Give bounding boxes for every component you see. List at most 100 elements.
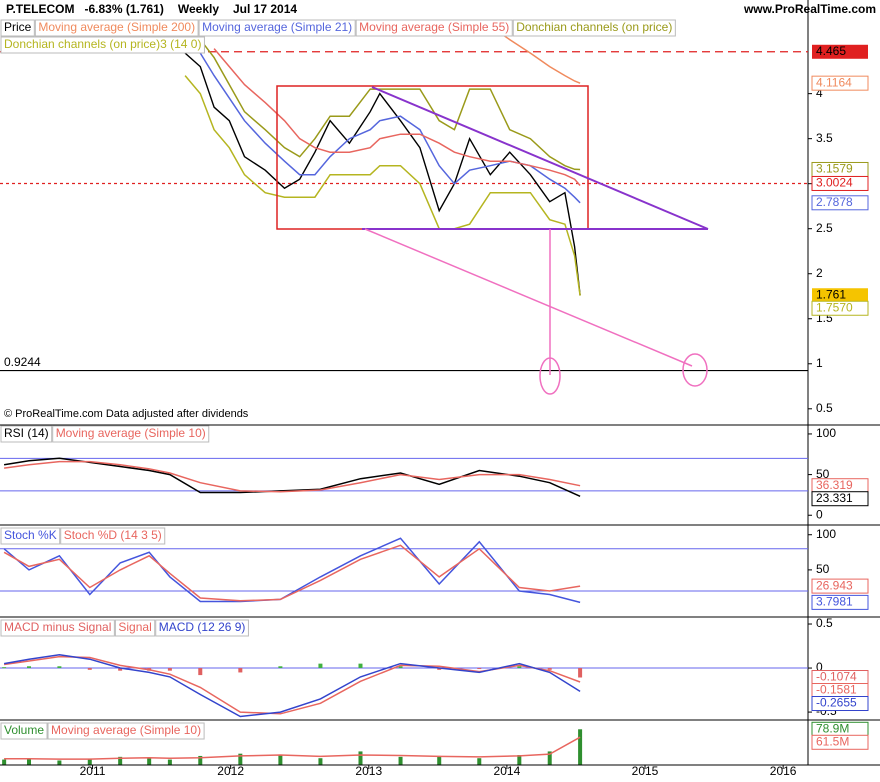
value-label-bg — [812, 288, 868, 303]
drawings — [276, 85, 709, 395]
bar — [2, 759, 7, 765]
header-change: -6.83% (1.761) — [84, 2, 163, 16]
value-label: 61.5M — [816, 734, 849, 748]
value-label: 26.943 — [816, 578, 853, 592]
trend-line — [371, 86, 709, 230]
footnote: © ProRealTime.com Data adjusted after di… — [4, 408, 249, 420]
bar — [278, 666, 283, 669]
bar — [578, 668, 583, 678]
x-tick-label: 2014 — [494, 764, 521, 778]
y-tick-label: 0 — [816, 507, 823, 521]
value-label: -0.1074 — [816, 670, 857, 684]
value-label: 3.7981 — [816, 595, 853, 609]
legend-entry-bg — [114, 619, 156, 637]
y-tick-label: 3.5 — [816, 131, 833, 145]
y-tick-label: 0.5 — [816, 401, 833, 415]
value-label: -0.2655 — [816, 696, 857, 710]
x-tick-label: 2015 — [632, 764, 659, 778]
bar — [118, 668, 123, 671]
bar — [578, 729, 583, 765]
legend-entry-bg — [0, 19, 35, 37]
y-tick-label: 2.5 — [816, 221, 833, 235]
series-line — [3, 654, 581, 718]
value-label: 3.0024 — [816, 176, 853, 190]
legend-entry-bg — [198, 19, 356, 37]
bar — [27, 666, 32, 669]
value-label-bg — [811, 300, 869, 316]
header-date: Jul 17 2014 — [233, 2, 297, 16]
y-tick-label: 1 — [816, 356, 823, 370]
bar — [27, 758, 32, 765]
panel — [0, 457, 808, 497]
panel — [0, 654, 808, 718]
y-tick-label: 50 — [816, 562, 830, 576]
bar — [167, 759, 172, 765]
bar — [2, 667, 7, 669]
value-label: 1.761 — [816, 287, 846, 301]
value-label: 3.1579 — [816, 162, 853, 176]
bar — [547, 668, 552, 670]
legend-entry: Volume — [4, 723, 44, 737]
header-title: P.TELECOM — [6, 2, 74, 16]
bar — [477, 668, 482, 670]
bar — [147, 757, 152, 765]
bar — [398, 756, 403, 765]
value-label-bg — [811, 75, 869, 91]
legend-entry-bg — [34, 19, 199, 37]
legend-entry-bg — [0, 527, 61, 545]
value-label: 23.331 — [816, 491, 853, 505]
series-line — [4, 736, 581, 760]
y-tick-label: 0.5 — [816, 616, 833, 630]
legend-entry: Donchian channels (on price)3 (14 0) — [4, 37, 201, 51]
arrow — [364, 228, 693, 367]
y-tick-label: 2 — [816, 266, 823, 280]
legend-entry-bg — [47, 722, 205, 740]
x-tick-label: 2013 — [355, 764, 382, 778]
x-tick-label: 2011 — [80, 764, 106, 778]
legend-entry: Moving average (Simple 55) — [359, 20, 509, 34]
series-line — [4, 460, 581, 493]
y-tick-label: 50 — [816, 467, 830, 481]
value-label-bg — [811, 734, 869, 750]
series-line — [213, 48, 581, 186]
legend-entry: MACD minus Signal — [4, 620, 111, 634]
value-label-bg — [811, 195, 869, 211]
value-label-bg — [811, 594, 869, 610]
bar — [398, 666, 403, 669]
y-tick-label: 4 — [816, 86, 823, 100]
legend-entry-bg — [0, 425, 53, 443]
target-ellipse — [682, 353, 708, 387]
series-line — [489, 25, 581, 84]
value-label: 78.9M — [816, 721, 849, 735]
series-line — [184, 52, 581, 296]
value-label: 1.7570 — [816, 300, 853, 314]
legend-entry: Donchian channels (on price) — [516, 20, 672, 34]
legend-entry: Stoch %K — [4, 528, 57, 542]
legend-entry-bg — [52, 425, 210, 443]
value-label: 2.7878 — [816, 195, 853, 209]
legend-entry: RSI (14) — [4, 426, 49, 440]
bar — [547, 751, 552, 765]
value-label: 36.319 — [816, 478, 853, 492]
value-label: 4.1164 — [816, 75, 852, 89]
series-line — [184, 21, 581, 171]
value-label: -0.1581 — [816, 683, 857, 697]
panel — [2, 729, 583, 765]
legend-entry: Moving average (Simple 200) — [38, 20, 195, 34]
bar — [437, 668, 442, 670]
legend-entry-bg — [155, 619, 249, 637]
bar — [517, 755, 522, 765]
header-period: Weekly — [178, 2, 219, 16]
bar — [358, 663, 363, 669]
bar — [238, 753, 243, 765]
legend-entry-bg — [512, 19, 676, 37]
target-ellipse — [539, 357, 561, 395]
bar — [167, 668, 172, 671]
legend-entry: Signal — [118, 620, 151, 634]
legend-entry: MACD (12 26 9) — [159, 620, 246, 634]
bar — [437, 755, 442, 765]
bar — [87, 668, 92, 670]
legend-entry-bg — [0, 722, 48, 740]
bar — [198, 755, 203, 765]
legend-entry-bg — [355, 19, 513, 37]
